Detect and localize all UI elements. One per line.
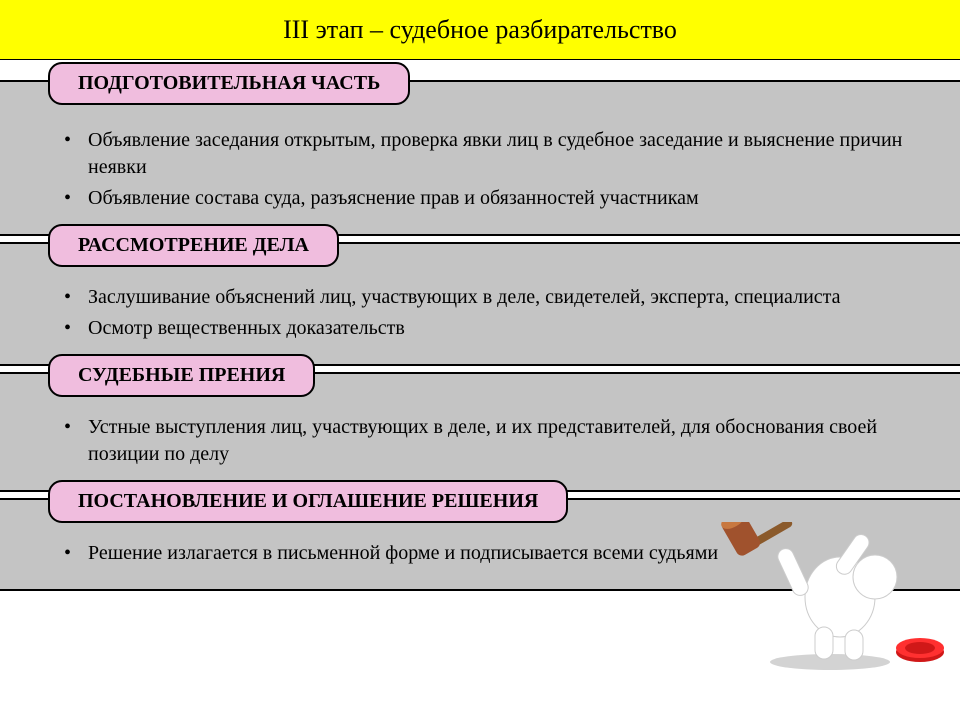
section-header: ПОДГОТОВИТЕЛЬНАЯ ЧАСТЬ xyxy=(48,62,410,105)
page-title: III этап – судебное разбирательство xyxy=(0,0,960,60)
list-item: Решение излагается в письменной форме и … xyxy=(88,540,920,567)
section-debate: СУДЕБНЫЕ ПРЕНИЯ Устные выступления лиц, … xyxy=(0,372,960,492)
section-preparatory: ПОДГОТОВИТЕЛЬНАЯ ЧАСТЬ Объявление заседа… xyxy=(0,80,960,236)
list-item: Устные выступления лиц, участвующих в де… xyxy=(88,414,920,468)
list-item: Объявление заседания открытым, проверка … xyxy=(88,127,920,181)
title-text: III этап – судебное разбирательство xyxy=(283,15,677,45)
list-item: Осмотр вещественных доказательств xyxy=(88,315,920,342)
section-header: СУДЕБНЫЕ ПРЕНИЯ xyxy=(48,354,315,397)
list-item: Объявление состава суда, разъяснение пра… xyxy=(88,185,920,212)
section-header: ПОСТАНОВЛЕНИЕ И ОГЛАШЕНИЕ РЕШЕНИЯ xyxy=(48,480,568,523)
list-item: Заслушивание объяснений лиц, участвующих… xyxy=(88,284,920,311)
section-header: РАССМОТРЕНИЕ ДЕЛА xyxy=(48,224,339,267)
sections-container: ПОДГОТОВИТЕЛЬНАЯ ЧАСТЬ Объявление заседа… xyxy=(0,80,960,591)
section-decision: ПОСТАНОВЛЕНИЕ И ОГЛАШЕНИЕ РЕШЕНИЯ Решени… xyxy=(0,498,960,591)
section-consideration: РАССМОТРЕНИЕ ДЕЛА Заслушивание объяснени… xyxy=(0,242,960,366)
